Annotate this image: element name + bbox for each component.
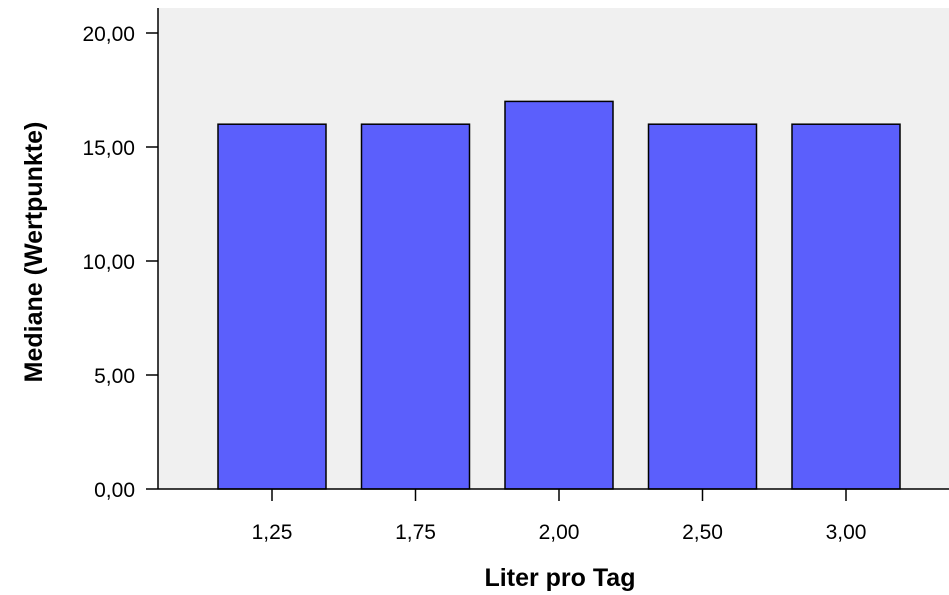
x-tick-label: 3,00 [826,521,867,544]
bar-1,25 [217,123,327,490]
bar-1,75 [360,123,471,490]
y-ticks-group: 0,00 5,00 10,00 15,00 20,00 [82,23,158,502]
x-tick-label: 1,75 [395,521,436,544]
x-ticks-group: 1,25 1,75 2,00 2,50 3,00 [252,489,867,544]
x-tick-label: 2,50 [682,521,723,544]
bars-group [217,100,901,490]
y-tick-label: 10,00 [82,251,135,274]
y-tick-label: 20,00 [82,23,135,46]
bar-3,00 [791,123,901,490]
y-tick-label: 5,00 [94,365,135,388]
bar-2,00 [504,100,614,490]
y-tick-label: 15,00 [82,137,135,160]
x-axis-title: Liter pro Tag [485,564,636,592]
x-tick-label: 2,00 [539,521,580,544]
x-tick-label: 1,25 [252,521,293,544]
y-tick-label: 0,00 [94,479,135,502]
y-axis-title: Mediane (Wertpunkte) [20,122,48,383]
bar-2,50 [647,123,758,490]
